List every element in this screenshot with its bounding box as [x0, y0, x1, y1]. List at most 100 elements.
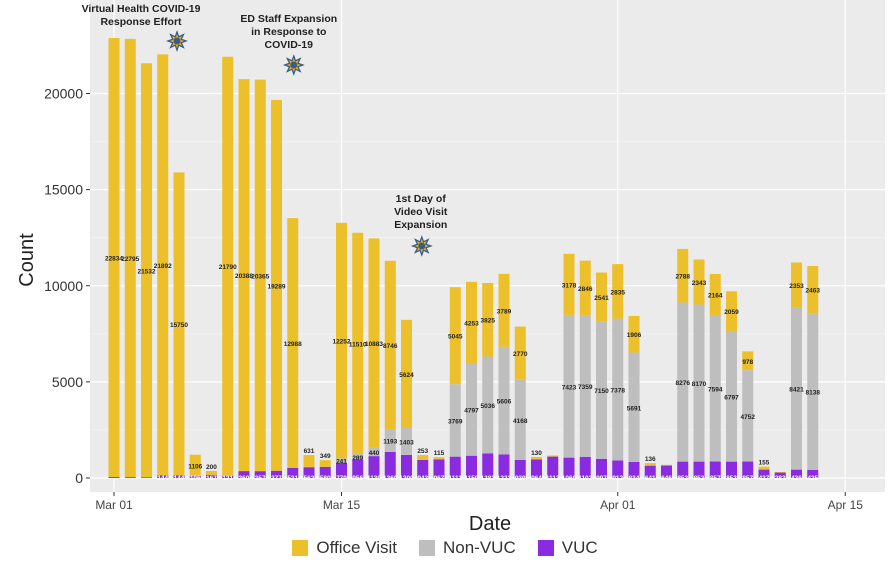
bar-segment-non-vuc	[726, 330, 737, 462]
bar-value-label: 1283	[481, 475, 496, 482]
bar-value-label: 1360	[383, 475, 398, 482]
legend-swatch-office-visit	[292, 540, 309, 556]
bar-segment-non-vuc	[498, 346, 510, 455]
bar-segment-office-visit	[661, 464, 672, 466]
bar-value-label: 19289	[267, 283, 285, 290]
bar-value-label: 241	[336, 459, 347, 466]
bar-value-label: 8421	[789, 387, 804, 394]
bar-value-label: 2059	[724, 309, 739, 316]
bar-value-label: 5624	[399, 372, 414, 379]
bar-value-label: 360	[239, 475, 250, 482]
bar-segment-vuc	[726, 461, 737, 478]
bar-value-label: 956	[352, 475, 363, 482]
bar-value-label: 289	[352, 455, 363, 462]
annotation-text: Response Effort	[100, 16, 182, 28]
star-icon-center	[418, 242, 426, 250]
bar-value-label: 5045	[448, 334, 463, 341]
bar-segment-office-visit	[596, 272, 607, 322]
bar-value-label: 22834	[105, 256, 123, 263]
bar-value-label: 357	[255, 475, 266, 482]
bar-value-label: 200	[206, 464, 217, 471]
bar-segment-vuc	[238, 471, 250, 478]
bar-value-label: 121	[222, 475, 233, 482]
bar-segment-vuc	[449, 456, 461, 478]
bar-segment-office-visit	[547, 455, 559, 457]
bar-segment-office-visit	[693, 259, 705, 305]
bar-segment-office-visit	[254, 79, 266, 472]
bar-segment-vuc	[709, 461, 721, 478]
y-tick-label: 15000	[44, 182, 83, 198]
bar-value-label: 978	[742, 359, 753, 366]
bar-value-label: 853	[677, 475, 688, 482]
bar-value-label: 8276	[676, 380, 691, 387]
bar-value-label: 22795	[121, 256, 139, 263]
bar-segment-vuc	[157, 475, 169, 478]
bar-value-label: 939	[515, 475, 526, 482]
bar-value-label: 2846	[578, 286, 593, 293]
bar-value-label: 349	[320, 453, 331, 460]
bar-segment-office-visit	[531, 456, 542, 460]
bar-segment-office-visit	[384, 260, 396, 429]
bar-segment-vuc	[661, 465, 672, 478]
bar-segment-office-visit	[514, 326, 526, 380]
annotation-text: 1st Day of	[396, 193, 447, 205]
bar-value-label: 20388	[235, 273, 253, 280]
bar-segment-office-visit	[222, 56, 234, 476]
annotation-text: Expansion	[394, 219, 447, 231]
bar-value-label: 106	[190, 475, 201, 482]
bar-value-label: 2835	[611, 289, 626, 296]
bar-segment-office-visit	[189, 454, 201, 476]
bar-value-label: 115	[434, 450, 445, 457]
bar-value-label: 2164	[708, 293, 723, 300]
bar-segment-office-visit	[498, 273, 510, 347]
bar-value-label: 1200	[399, 475, 414, 482]
bar-segment-office-visit	[709, 273, 721, 316]
bar-value-label: 1111	[449, 475, 463, 482]
bar-segment-vuc	[368, 456, 380, 478]
bar-value-label: 130	[531, 450, 542, 457]
bar-segment-vuc	[352, 459, 364, 478]
bar-segment-office-visit	[807, 266, 819, 314]
x-tick-label: Apr 01	[600, 498, 636, 512]
bar-value-label: 155	[759, 460, 770, 467]
bar-value-label: 440	[369, 450, 380, 457]
bar-value-label: 144	[174, 475, 185, 482]
bar-segment-non-vuc	[514, 379, 526, 460]
bar-segment-office-visit	[173, 172, 185, 476]
bar-value-label: 167	[206, 475, 217, 482]
bar-value-label: 562	[304, 475, 315, 482]
bar-segment-vuc	[644, 465, 656, 478]
bar-segment-vuc	[189, 475, 201, 478]
bar-value-label: 425	[807, 475, 818, 482]
bar-segment-vuc	[498, 454, 510, 478]
bar-value-label: 943	[417, 475, 428, 482]
bar-segment-non-vuc	[384, 428, 396, 452]
bar-value-label: 8746	[383, 343, 398, 350]
bar-value-label: 21790	[219, 264, 237, 271]
bar-segment-office-visit	[644, 463, 656, 466]
legend-swatch-vuc	[537, 540, 554, 556]
bar-segment-non-vuc	[563, 314, 575, 458]
bar-segment-non-vuc	[482, 356, 494, 454]
bar-segment-non-vuc	[336, 458, 347, 464]
bar-segment-vuc	[596, 458, 607, 478]
bar-value-label: 253	[417, 448, 428, 455]
y-tick-label: 10000	[44, 278, 83, 294]
bar-value-label: 4752	[741, 414, 756, 421]
bar-segment-office-visit	[319, 460, 331, 467]
bar-value-label: 853	[694, 475, 705, 482]
x-axis-title: Date	[469, 513, 511, 535]
bar-segment-office-visit	[303, 455, 315, 468]
bar-value-label: 5606	[497, 399, 512, 406]
bar-value-label: 7378	[611, 388, 626, 395]
bar-value-label: 852	[726, 475, 737, 482]
bar-value-label: 3178	[562, 282, 577, 289]
bar-value-label: 5691	[627, 405, 642, 412]
bar-segment-office-visit	[336, 222, 347, 459]
bar-segment-vuc	[482, 453, 494, 478]
bar-value-label: 857	[742, 475, 753, 482]
x-tick-label: Mar 15	[323, 498, 361, 512]
bar-value-label: 1060	[562, 475, 577, 482]
